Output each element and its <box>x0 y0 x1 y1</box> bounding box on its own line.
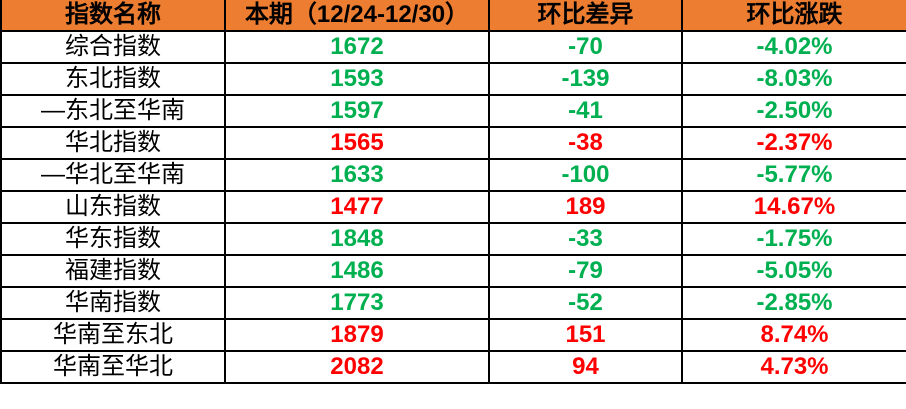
pct-value-cell: -2.50% <box>681 94 906 128</box>
table-row: 综合指数 1672 -70 -4.02% <box>0 30 906 64</box>
index-name-cell: 华南至华北 <box>0 350 226 384</box>
current-value-cell: 1633 <box>224 158 490 192</box>
diff-value-cell: 94 <box>488 350 683 384</box>
col-header-index-name: 指数名称 <box>0 0 226 32</box>
table-row: 华南至华北 2082 94 4.73% <box>0 350 906 384</box>
current-value-cell: 1879 <box>224 318 490 352</box>
diff-value-cell: -100 <box>488 158 683 192</box>
table-row: —东北至华南 1597 -41 -2.50% <box>0 94 906 128</box>
index-name-cell: 东北指数 <box>0 62 226 96</box>
pct-value-cell: -4.02% <box>681 30 906 64</box>
pct-value-cell: -5.05% <box>681 254 906 288</box>
index-name-cell: 综合指数 <box>0 30 226 64</box>
diff-value-cell: -139 <box>488 62 683 96</box>
table-row: 山东指数 1477 189 14.67% <box>0 190 906 224</box>
table-row: 华南至东北 1879 151 8.74% <box>0 318 906 352</box>
current-value-cell: 1565 <box>224 126 490 160</box>
col-header-pct-change: 环比涨跌 <box>681 0 906 32</box>
header-row: 指数名称 本期（12/24-12/30） 环比差异 环比涨跌 <box>0 0 906 32</box>
current-value-cell: 1477 <box>224 190 490 224</box>
diff-value-cell: 151 <box>488 318 683 352</box>
table-row: —华北至华南 1633 -100 -5.77% <box>0 158 906 192</box>
diff-value-cell: -33 <box>488 222 683 256</box>
diff-value-cell: 189 <box>488 190 683 224</box>
index-name-cell: 华南至东北 <box>0 318 226 352</box>
index-name-cell: 华南指数 <box>0 286 226 320</box>
current-value-cell: 1597 <box>224 94 490 128</box>
diff-value-cell: -52 <box>488 286 683 320</box>
index-name-cell: 山东指数 <box>0 190 226 224</box>
diff-value-cell: -38 <box>488 126 683 160</box>
current-value-cell: 1672 <box>224 30 490 64</box>
current-value-cell: 1593 <box>224 62 490 96</box>
table-row: 福建指数 1486 -79 -5.05% <box>0 254 906 288</box>
pct-value-cell: -8.03% <box>681 62 906 96</box>
current-value-cell: 1773 <box>224 286 490 320</box>
freight-index-table: 指数名称 本期（12/24-12/30） 环比差异 环比涨跌 综合指数 1672… <box>0 0 906 384</box>
col-header-diff: 环比差异 <box>488 0 683 32</box>
diff-value-cell: -41 <box>488 94 683 128</box>
index-name-cell: 华北指数 <box>0 126 226 160</box>
diff-value-cell: -70 <box>488 30 683 64</box>
table-row: 华南指数 1773 -52 -2.85% <box>0 286 906 320</box>
table-row: 华东指数 1848 -33 -1.75% <box>0 222 906 256</box>
index-name-cell: —华北至华南 <box>0 158 226 192</box>
col-header-current-period: 本期（12/24-12/30） <box>224 0 490 32</box>
pct-value-cell: -2.85% <box>681 286 906 320</box>
current-value-cell: 2082 <box>224 350 490 384</box>
pct-value-cell: -2.37% <box>681 126 906 160</box>
diff-value-cell: -79 <box>488 254 683 288</box>
table-row: 东北指数 1593 -139 -8.03% <box>0 62 906 96</box>
current-value-cell: 1848 <box>224 222 490 256</box>
pct-value-cell: 14.67% <box>681 190 906 224</box>
index-name-cell: 华东指数 <box>0 222 226 256</box>
pct-value-cell: -1.75% <box>681 222 906 256</box>
current-value-cell: 1486 <box>224 254 490 288</box>
pct-value-cell: 8.74% <box>681 318 906 352</box>
pct-value-cell: -5.77% <box>681 158 906 192</box>
index-name-cell: 福建指数 <box>0 254 226 288</box>
pct-value-cell: 4.73% <box>681 350 906 384</box>
index-name-cell: —东北至华南 <box>0 94 226 128</box>
table-row: 华北指数 1565 -38 -2.37% <box>0 126 906 160</box>
